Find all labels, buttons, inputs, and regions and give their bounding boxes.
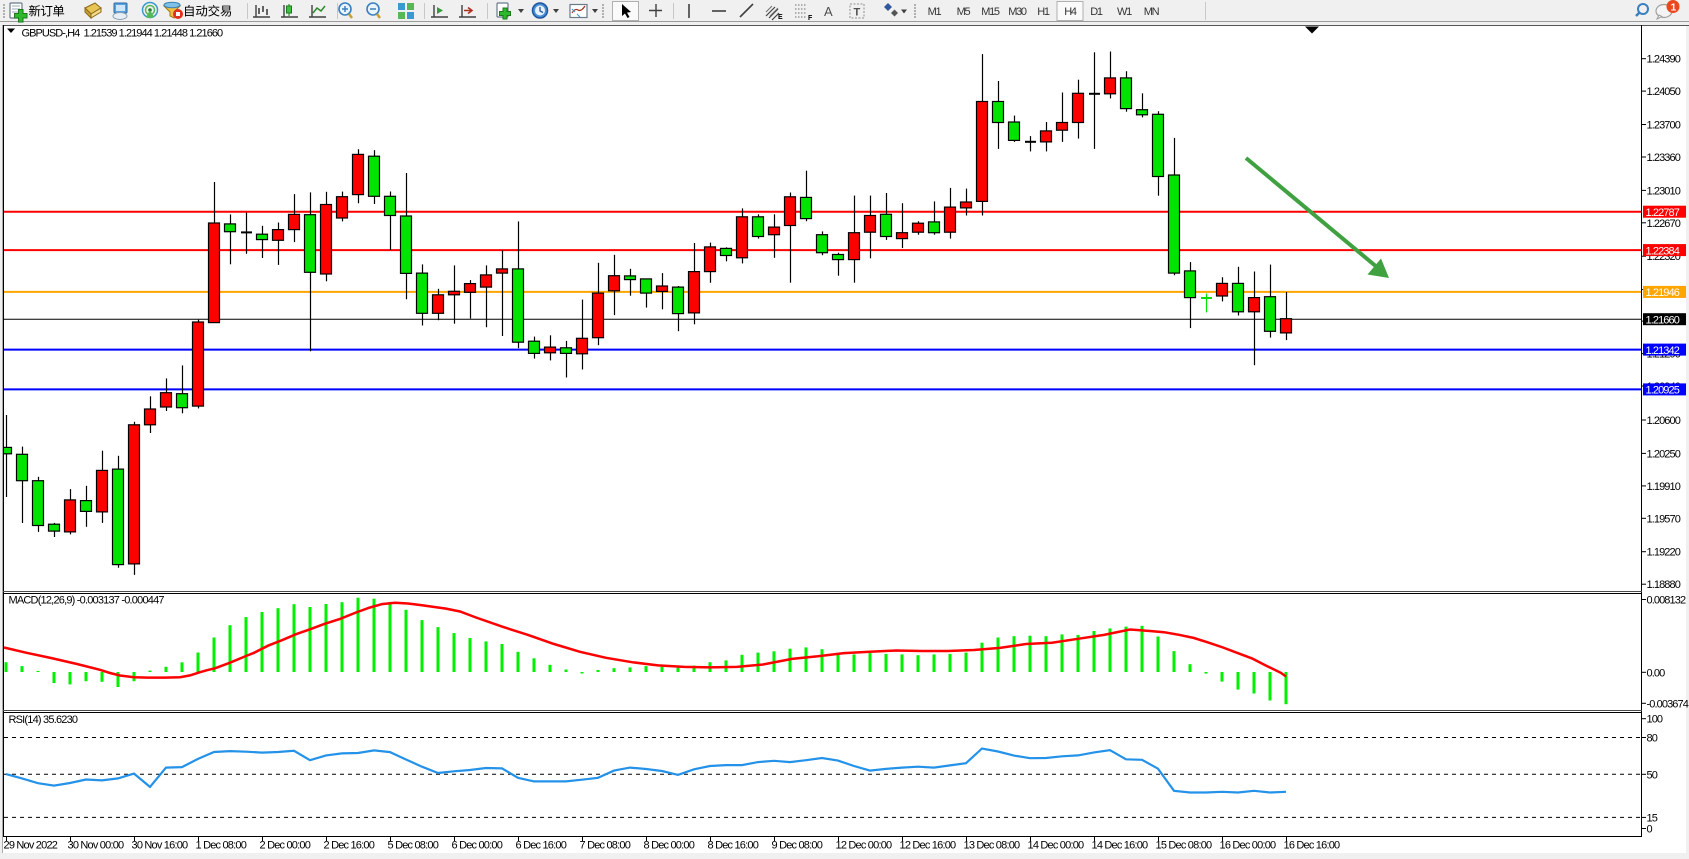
svg-text:14 Dec 16:00: 14 Dec 16:00 xyxy=(1092,840,1149,852)
svg-text:14 Dec 00:00: 14 Dec 00:00 xyxy=(1028,840,1085,852)
svg-text:1.23010: 1.23010 xyxy=(1647,185,1681,197)
svg-text:15 Dec 08:00: 15 Dec 08:00 xyxy=(1156,840,1213,852)
svg-text:8 Dec 00:00: 8 Dec 00:00 xyxy=(644,840,695,852)
svg-text:W1: W1 xyxy=(1117,6,1132,18)
svg-text:M30: M30 xyxy=(1008,6,1027,18)
svg-text:13 Dec 08:00: 13 Dec 08:00 xyxy=(964,840,1021,852)
svg-text:1.21946: 1.21946 xyxy=(1646,287,1680,299)
svg-text:100: 100 xyxy=(1647,714,1663,726)
svg-text:H4: H4 xyxy=(1064,6,1077,18)
svg-text:1 Dec 08:00: 1 Dec 08:00 xyxy=(196,840,247,852)
svg-text:E: E xyxy=(778,14,783,21)
svg-text:1.22787: 1.22787 xyxy=(1646,207,1680,219)
svg-text:1.23360: 1.23360 xyxy=(1647,152,1681,164)
svg-text:1.20600: 1.20600 xyxy=(1647,415,1681,427)
svg-text:16 Dec 16:00: 16 Dec 16:00 xyxy=(1284,840,1341,852)
svg-text:1.22384: 1.22384 xyxy=(1646,245,1680,257)
svg-text:1.24390: 1.24390 xyxy=(1647,54,1681,66)
svg-text:0.00: 0.00 xyxy=(1647,667,1666,679)
svg-text:M1: M1 xyxy=(928,6,942,18)
svg-text:0.008132: 0.008132 xyxy=(1647,595,1686,607)
svg-text:12 Dec 16:00: 12 Dec 16:00 xyxy=(900,840,957,852)
svg-text:1.19570: 1.19570 xyxy=(1647,513,1681,525)
svg-text:1.19910: 1.19910 xyxy=(1647,481,1681,493)
svg-text:M5: M5 xyxy=(957,6,971,18)
svg-text:A: A xyxy=(824,4,833,19)
svg-text:1.21342: 1.21342 xyxy=(1646,345,1680,357)
svg-text:1.21660: 1.21660 xyxy=(1646,314,1680,326)
svg-text:RSI(14) 35.6230: RSI(14) 35.6230 xyxy=(9,714,78,726)
svg-text:GBPUSD-,H4 1.21539 1.21944 1.: GBPUSD-,H4 1.21539 1.21944 1.21448 1.216… xyxy=(22,28,224,40)
svg-text:2 Dec 00:00: 2 Dec 00:00 xyxy=(260,840,311,852)
svg-text:6 Dec 00:00: 6 Dec 00:00 xyxy=(452,840,503,852)
svg-text:29 Nov 2022: 29 Nov 2022 xyxy=(4,840,58,852)
svg-text:1.19220: 1.19220 xyxy=(1647,547,1681,559)
svg-text:30 Nov 00:00: 30 Nov 00:00 xyxy=(68,840,125,852)
svg-text:7 Dec 08:00: 7 Dec 08:00 xyxy=(580,840,631,852)
svg-text:1.20250: 1.20250 xyxy=(1647,448,1681,460)
svg-text:50: 50 xyxy=(1647,769,1658,781)
svg-text:1.23700: 1.23700 xyxy=(1647,120,1681,132)
svg-text:6 Dec 16:00: 6 Dec 16:00 xyxy=(516,840,567,852)
svg-text:16 Dec 00:00: 16 Dec 00:00 xyxy=(1220,840,1277,852)
svg-text:1.20925: 1.20925 xyxy=(1646,385,1680,397)
svg-text:1.24050: 1.24050 xyxy=(1647,86,1681,98)
svg-text:2 Dec 16:00: 2 Dec 16:00 xyxy=(324,840,375,852)
svg-text:0: 0 xyxy=(1647,824,1653,836)
svg-text:1: 1 xyxy=(1670,2,1676,14)
svg-text:5 Dec 08:00: 5 Dec 08:00 xyxy=(388,840,439,852)
svg-text:1.22670: 1.22670 xyxy=(1647,218,1681,230)
svg-text:8 Dec 16:00: 8 Dec 16:00 xyxy=(708,840,759,852)
svg-text:9 Dec 08:00: 9 Dec 08:00 xyxy=(772,840,823,852)
svg-text:15: 15 xyxy=(1647,812,1658,824)
svg-text:80: 80 xyxy=(1647,733,1658,745)
svg-text:-0.003674: -0.003674 xyxy=(1647,698,1689,710)
svg-text:1.18880: 1.18880 xyxy=(1647,579,1681,591)
svg-text:D1: D1 xyxy=(1090,6,1103,18)
svg-text:MACD(12,26,9) -0.003137 -0.000: MACD(12,26,9) -0.003137 -0.000447 xyxy=(9,595,165,607)
svg-text:F: F xyxy=(808,15,813,22)
svg-text:M15: M15 xyxy=(981,6,1000,18)
svg-text:MN: MN xyxy=(1144,6,1160,18)
svg-text:T: T xyxy=(854,7,861,19)
svg-text:30 Nov 16:00: 30 Nov 16:00 xyxy=(132,840,189,852)
svg-text:H1: H1 xyxy=(1037,6,1050,18)
svg-text:12 Dec 00:00: 12 Dec 00:00 xyxy=(836,840,893,852)
